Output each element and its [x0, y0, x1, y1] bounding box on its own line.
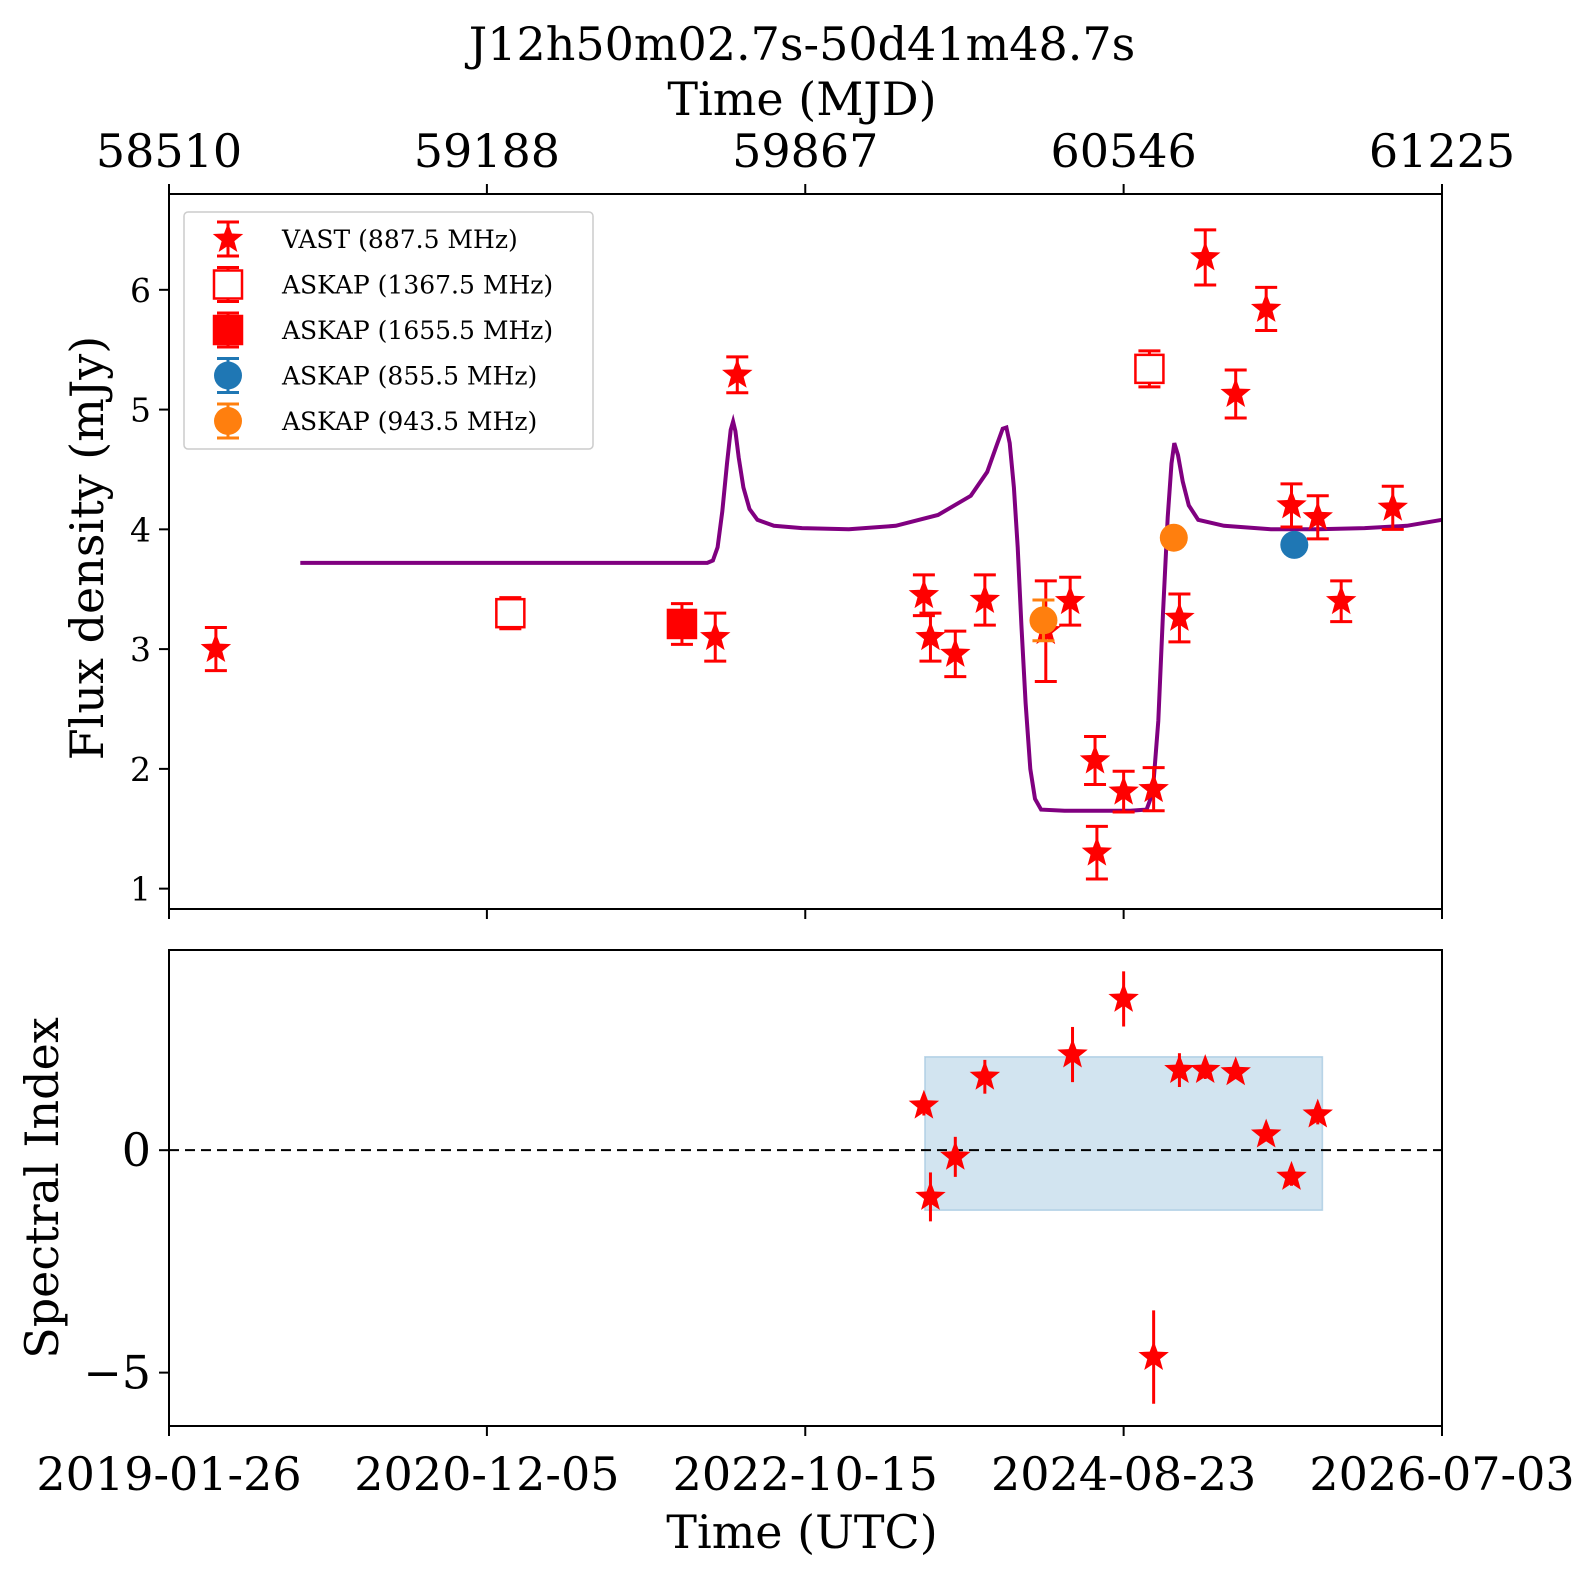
top-tick-label: 59867 — [732, 124, 878, 178]
spectral-data-points — [908, 971, 1333, 1404]
legend-label: ASKAP (1367.5 MHz) — [281, 271, 553, 300]
data-point — [940, 637, 971, 667]
data-point — [1276, 1160, 1307, 1190]
legend-label: VAST (887.5 MHz) — [281, 225, 518, 254]
spectral-y-axis-label: Spectral Index — [15, 1017, 69, 1359]
top-tick-label: 61225 — [1369, 124, 1515, 178]
data-point — [495, 597, 526, 629]
flux-y-axis: 1 2 3 4 5 6 — [130, 271, 169, 909]
data-point — [666, 608, 698, 640]
series-askap-943-5-mhz — [1029, 523, 1188, 643]
series-vast-887-5-mhz — [200, 228, 1408, 881]
data-point — [1190, 1054, 1221, 1084]
data-point — [700, 621, 731, 651]
legend-box — [183, 211, 594, 450]
spectral-y-axis: −5 0 — [83, 1123, 169, 1400]
legend-label: ASKAP (1655.5 MHz) — [281, 316, 553, 345]
legend: VAST (887.5 MHz) ASKAP (1367.5 MHz) ASKAP … — [183, 211, 594, 450]
utc-x-axis: 2019-01-26 2020-12-05 2022-10-15 2024-08-23… — [36, 1426, 1575, 1501]
flux-data-points — [200, 228, 1408, 881]
data-point — [1377, 491, 1408, 521]
flux-density-panel: Flux density (mJy) 1 2 3 4 5 6 VAST (887.5 MH… — [60, 193, 1443, 919]
legend-marker — [214, 407, 242, 435]
data-point — [908, 1089, 940, 1119]
utc-tick-label: 2022-10-15 — [673, 1447, 938, 1501]
chart-title: J12h50m02.7s-50d41m48.7s — [465, 17, 1135, 71]
spectral-plot-frame — [168, 949, 1443, 1427]
flux-plot-frame — [168, 193, 1443, 910]
data-point — [1057, 1038, 1088, 1068]
flux-y-tick-label: 2 — [130, 750, 151, 789]
data-point — [1220, 378, 1251, 407]
flux-x-ticks — [168, 909, 1443, 919]
top-tick-label: 60546 — [1050, 124, 1196, 178]
data-point — [1108, 775, 1139, 805]
flux-y-tick-label: 3 — [130, 630, 151, 669]
flux-y-tick-label: 4 — [130, 510, 151, 549]
flux-y-tick-label: 5 — [130, 391, 151, 430]
utc-tick-label: 2026-07-03 — [1309, 1447, 1574, 1501]
data-point — [1079, 744, 1111, 774]
data-point — [1280, 530, 1309, 559]
data-point — [1081, 836, 1113, 866]
flux-y-axis-label: Flux density (mJy) — [60, 336, 114, 760]
legend-marker — [214, 361, 242, 390]
data-point — [908, 579, 940, 609]
top-tick-label: 58510 — [96, 124, 242, 178]
data-point — [1250, 1118, 1282, 1148]
top-tick-label: 59188 — [414, 124, 560, 178]
top-x-axis-label: Time (MJD) — [667, 72, 936, 126]
data-point — [969, 584, 1001, 613]
series-askap-1655-5-mhz — [666, 602, 698, 646]
data-point — [1138, 773, 1169, 803]
data-point — [1134, 353, 1165, 385]
spectral-y-tick-label: 0 — [122, 1123, 151, 1177]
data-point — [1138, 1341, 1169, 1370]
legend-label: ASKAP (855.5 MHz) — [281, 362, 537, 391]
data-point — [969, 1060, 1001, 1090]
utc-tick-label: 2019-01-26 — [36, 1447, 301, 1501]
series-askap-1367-5-mhz — [495, 349, 1165, 631]
flux-y-tick-label: 1 — [130, 870, 151, 909]
utc-tick-label: 2020-12-05 — [354, 1447, 619, 1501]
data-point — [1164, 1054, 1195, 1084]
legend-marker — [212, 314, 244, 346]
data-point — [1029, 606, 1058, 635]
data-point — [1250, 292, 1282, 322]
legend-marker — [212, 223, 244, 252]
data-point — [1159, 523, 1188, 552]
data-point — [915, 1180, 946, 1210]
top-x-axis: 58510 59188 59867 60546 61225 — [96, 124, 1515, 194]
data-point — [1190, 241, 1221, 271]
spectral-index-panel: Spectral Index −50 2019-01-26 2020-12-05 2… — [15, 949, 1575, 1501]
data-point — [915, 621, 946, 651]
data-point — [722, 358, 753, 388]
legend-label: ASKAP (943.5 MHz) — [281, 407, 537, 436]
model-curve — [300, 413, 1443, 813]
data-point — [1302, 501, 1333, 531]
bottom-x-axis-label: Time (UTC) — [666, 1505, 937, 1559]
data-point — [1164, 601, 1195, 631]
legend-marker — [212, 269, 244, 300]
data-point — [1325, 585, 1357, 615]
data-point — [1108, 982, 1139, 1012]
data-point — [1302, 1098, 1333, 1128]
spectral-y-tick-label: −5 — [83, 1346, 151, 1400]
utc-tick-label: 2024-08-23 — [991, 1447, 1256, 1501]
flux-y-tick-label: 6 — [130, 271, 151, 310]
data-point — [1276, 489, 1307, 519]
data-point — [200, 633, 232, 663]
series-askap-855-5-mhz — [1280, 530, 1309, 559]
data-point — [1220, 1056, 1251, 1086]
data-point — [1054, 585, 1086, 615]
data-point — [940, 1140, 971, 1170]
